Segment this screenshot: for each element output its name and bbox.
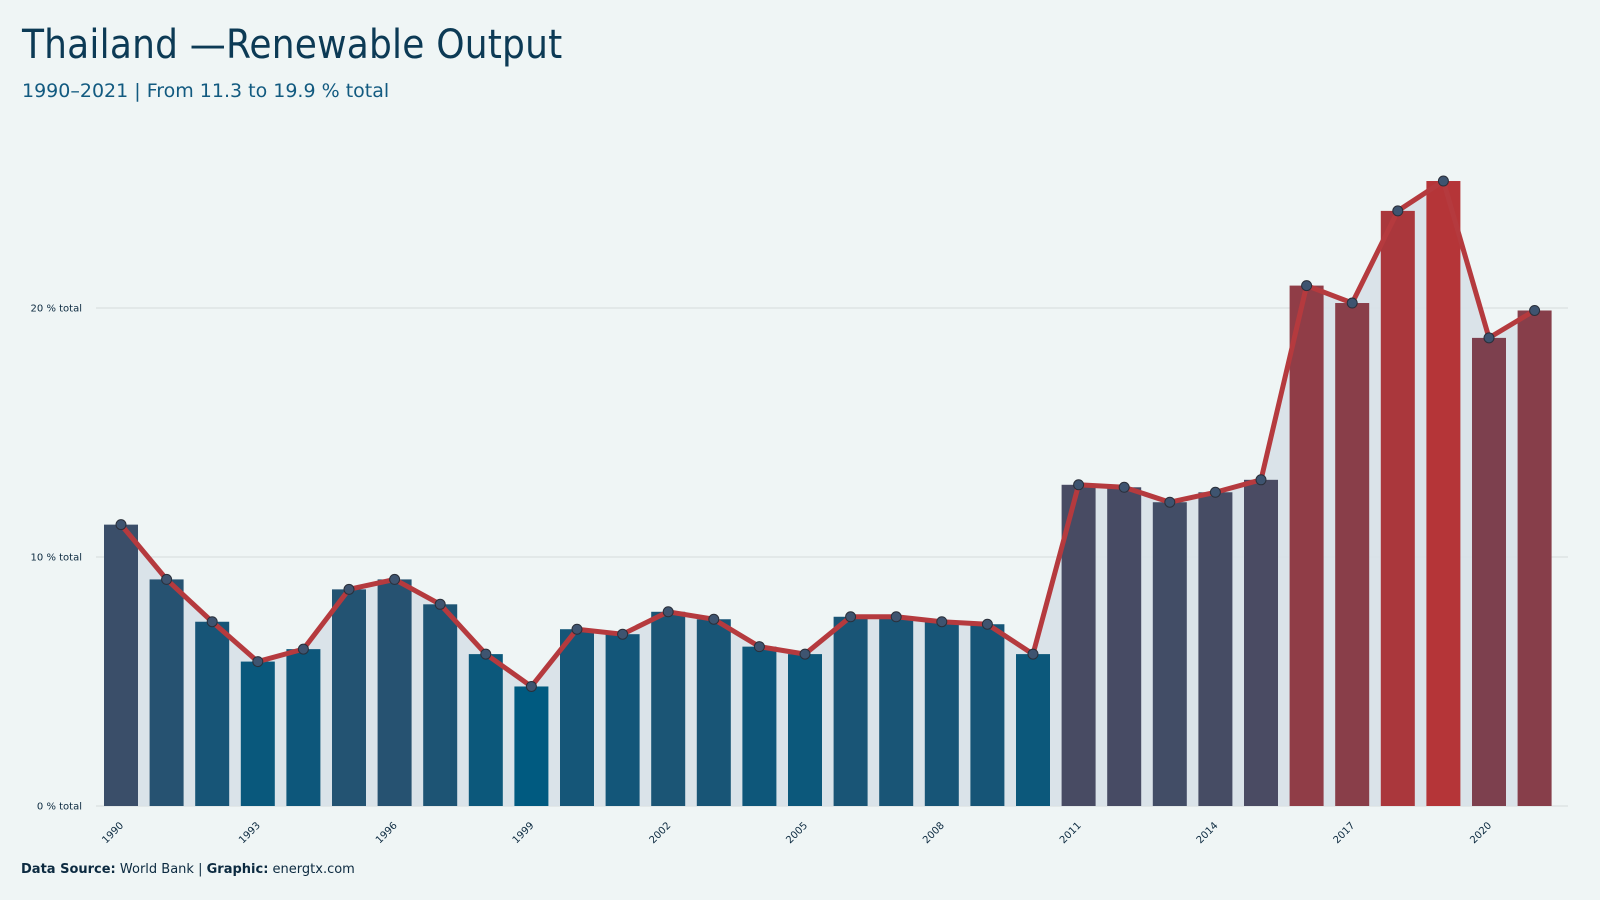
bar-2002 (651, 611, 686, 806)
marker-2014 (1209, 486, 1221, 498)
bar-2019 (1426, 181, 1461, 806)
bar-1990 (104, 524, 138, 806)
marker-2008 (936, 616, 948, 628)
marker-1995 (343, 583, 355, 595)
bar-2009 (970, 624, 1005, 806)
marker-1994 (297, 643, 309, 655)
x-tick-label: 2014 (1195, 820, 1221, 846)
x-tick-label: 1996 (374, 820, 400, 846)
bar-2000 (560, 629, 594, 806)
marker-2007 (890, 611, 902, 623)
bar-2013 (1152, 502, 1187, 806)
bar-2017 (1335, 303, 1370, 806)
x-tick-label: 2008 (921, 820, 947, 846)
bar-2012 (1107, 487, 1142, 806)
marker-2010 (1027, 648, 1039, 660)
graphic-label: Graphic: (206, 862, 269, 877)
bar-2004 (742, 646, 777, 806)
bar-1992 (195, 621, 230, 806)
bar-2010 (1016, 654, 1050, 806)
bar-1993 (240, 661, 275, 806)
footer-separator: | (198, 862, 203, 877)
bar-1996 (377, 579, 412, 806)
bar-1998 (468, 654, 503, 806)
marker-2000 (571, 623, 583, 635)
x-tick-label: 1999 (511, 820, 537, 846)
bar-2006 (833, 616, 868, 806)
bar-2005 (788, 654, 822, 806)
y-tick-label: 10 % total (31, 553, 82, 564)
marker-1992 (206, 616, 218, 628)
bar-1994 (286, 649, 321, 806)
marker-2006 (845, 611, 857, 623)
chart-subtitle: 1990–2021 | From 11.3 to 19.9 % total (22, 80, 390, 102)
x-tick-label: 2011 (1058, 820, 1084, 846)
marker-2017 (1346, 297, 1358, 309)
marker-2003 (708, 613, 720, 625)
marker-1996 (389, 573, 401, 585)
marker-1991 (161, 573, 173, 585)
bar-2016 (1289, 285, 1324, 807)
bar-1995 (332, 589, 366, 806)
trend-line (118, 178, 1538, 689)
graphic-value: energtx.com (272, 862, 355, 877)
bar-2015 (1244, 479, 1278, 806)
bar-1991 (149, 579, 184, 806)
marker-2021 (1529, 304, 1541, 316)
marker-2004 (753, 641, 765, 653)
marker-layer (115, 175, 1541, 692)
marker-2012 (1118, 481, 1130, 493)
marker-1998 (480, 648, 492, 660)
bar-2003 (696, 619, 731, 806)
marker-2015 (1255, 474, 1267, 486)
y-tick-label: 20 % total (31, 304, 82, 315)
marker-2016 (1301, 280, 1313, 292)
bar-1999 (514, 686, 549, 806)
y-tick-label: 0 % total (37, 802, 82, 813)
marker-1993 (252, 656, 264, 668)
marker-1999 (525, 680, 537, 692)
marker-2020 (1483, 332, 1495, 344)
marker-2002 (662, 606, 674, 618)
chart-title: Thailand —Renewable Output (22, 22, 563, 68)
bar-2018 (1380, 210, 1415, 806)
bar-2014 (1198, 492, 1233, 806)
bar-2008 (924, 621, 959, 806)
marker-2009 (981, 618, 993, 630)
x-tick-label: 2005 (784, 820, 810, 846)
marker-2001 (617, 628, 629, 640)
bar-2020 (1472, 337, 1506, 806)
x-tick-label: 2017 (1332, 820, 1358, 846)
x-tick-label: 2020 (1468, 820, 1494, 846)
marker-2019 (1437, 175, 1449, 187)
footer-credits: Data Source: World Bank | Graphic: energ… (21, 862, 355, 877)
marker-1997 (434, 598, 446, 610)
marker-2018 (1392, 205, 1404, 217)
marker-1990 (115, 519, 127, 531)
bar-2007 (879, 616, 914, 806)
x-tick-label: 2002 (648, 820, 674, 846)
marker-2005 (799, 648, 811, 660)
marker-2013 (1164, 496, 1176, 508)
x-tick-label: 1993 (237, 820, 263, 846)
bar-2011 (1061, 484, 1096, 806)
x-tick-label: 1990 (100, 820, 126, 846)
source-value: World Bank (119, 862, 194, 877)
bar-2001 (605, 634, 640, 806)
bar-2021 (1517, 310, 1552, 806)
source-label: Data Source: (21, 862, 116, 877)
bar-1997 (423, 604, 458, 806)
bar-layer (104, 181, 1552, 807)
marker-2011 (1073, 479, 1085, 491)
line-layer (118, 178, 1538, 689)
